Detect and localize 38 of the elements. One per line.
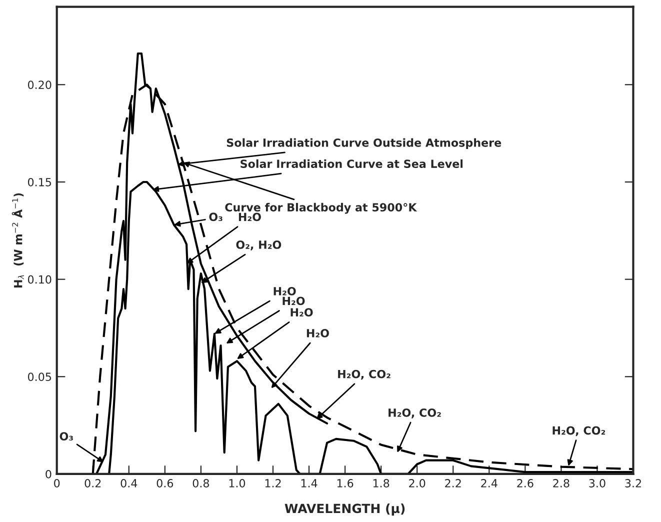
annotation: O₃ — [60, 432, 73, 441]
x-tick-label: 0.8 — [192, 479, 210, 488]
y-tick-label: 0.15 — [28, 178, 52, 186]
x-axis-title: WAVELENGTH (μ) — [284, 503, 405, 516]
annotation: H₂O — [238, 212, 261, 222]
x-tick-label: 1.8 — [373, 479, 390, 488]
y-tick-label: 0 — [46, 470, 52, 478]
x-tick-label: 1.2 — [265, 479, 281, 488]
annotation: H₂O, CO₂ — [552, 426, 606, 436]
x-tick-label: 1.0 — [229, 479, 246, 488]
x-tick-label: 1.6 — [337, 479, 354, 488]
y-tick-label: 0.05 — [28, 372, 52, 382]
x-tick-label: 2.0 — [409, 479, 426, 488]
annotation: O₃ — [209, 212, 222, 222]
x-tick-label: 2.2 — [445, 479, 461, 488]
annotation: H₂O — [282, 296, 305, 306]
x-tick-label: 1.4 — [301, 479, 318, 488]
x-tick-label: 0.4 — [120, 479, 138, 488]
text: H$_{λ}$ (W m$^{−2}$ Å$^{−1}$) — [12, 193, 24, 288]
x-tick-label: 0.2 — [84, 479, 101, 488]
x-tick-label: 3.2 — [625, 479, 641, 488]
annotation: O₂, H₂O — [236, 240, 282, 250]
annotation: Curve for Blackbody at 5900°K — [225, 202, 418, 214]
y-tick-label: 0.10 — [28, 275, 52, 284]
x-tick-label: 2.8 — [553, 479, 570, 488]
annotation: Solar Irradiation Curve Outside Atmosphere — [226, 138, 502, 150]
annotation: H₂O — [274, 286, 296, 296]
x-tick-label: 0.6 — [156, 479, 174, 488]
annotation: Solar Irradiation Curve at Sea Level — [240, 159, 463, 168]
x-tick-label: 3.0 — [589, 479, 606, 488]
annotation: H₂O — [290, 308, 313, 317]
x-tick-label: 2.4 — [481, 479, 498, 488]
annotation: H₂O, CO₂ — [338, 370, 390, 380]
annotation: H₂O, CO₂ — [388, 408, 441, 418]
annotation: H₂O — [306, 328, 329, 338]
x-tick-label: 2.6 — [517, 479, 534, 488]
x-tick-label: 0 — [54, 479, 60, 488]
y-tick-label: 0.20 — [28, 80, 52, 90]
